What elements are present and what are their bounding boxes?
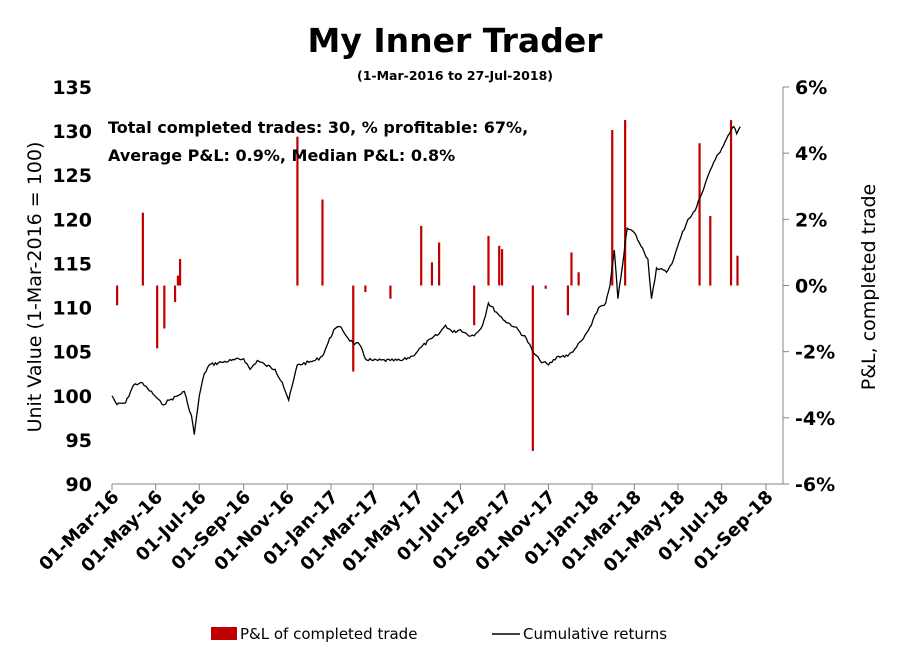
bar-2017-07-20 bbox=[473, 285, 476, 326]
y-left-axis-label: Unit Value (1-Mar-2016 = 100) bbox=[24, 142, 46, 433]
annotation-trades: Total completed trades: 30, % profitable… bbox=[108, 118, 528, 137]
bar-series bbox=[116, 120, 739, 451]
bar-2017-12-13 bbox=[577, 272, 580, 286]
bar-2018-02-16 bbox=[624, 120, 627, 286]
bar-2017-02-01 bbox=[352, 285, 355, 372]
bar-2017-02-18 bbox=[364, 285, 367, 293]
y-left-tick-135: 135 bbox=[52, 77, 92, 99]
y-right-tick--2%: -2% bbox=[795, 342, 835, 364]
bar-2017-06-01 bbox=[438, 242, 441, 286]
bar-2018-05-31 bbox=[698, 143, 701, 286]
y-left-tick-115: 115 bbox=[52, 253, 92, 275]
bar-2018-01-29 bbox=[611, 130, 614, 286]
chart-subtitle: (1-Mar-2016 to 27-Jul-2018) bbox=[357, 68, 553, 83]
bar-2016-05-03 bbox=[156, 285, 159, 349]
y-left-tick-130: 130 bbox=[52, 121, 92, 143]
legend: P&L of completed trade Cumulative return… bbox=[211, 625, 667, 643]
y-left-tick-105: 105 bbox=[52, 342, 92, 364]
legend-label-line: Cumulative returns bbox=[523, 625, 667, 643]
y-left-tick-100: 100 bbox=[52, 386, 92, 408]
bar-2016-04-13 bbox=[141, 212, 144, 286]
bar-2018-07-14 bbox=[729, 120, 733, 286]
y-left-tick-90: 90 bbox=[66, 474, 92, 496]
y-right-tick-4%: 4% bbox=[795, 143, 827, 165]
bar-2017-05-22 bbox=[430, 262, 434, 286]
legend-label-bars: P&L of completed trade bbox=[240, 625, 417, 643]
annotation-pnl: Average P&L: 0.9%, Median P&L: 0.8% bbox=[108, 146, 455, 165]
bar-2016-12-20 bbox=[321, 199, 324, 286]
y-left-tick-110: 110 bbox=[52, 298, 92, 320]
bar-2016-03-08 bbox=[116, 285, 119, 306]
y-left-tick-120: 120 bbox=[52, 209, 92, 231]
cumulative-returns-line bbox=[111, 125, 741, 435]
bar-2017-08-28 bbox=[500, 249, 504, 286]
y-left-tick-125: 125 bbox=[52, 165, 92, 187]
chart-title: My Inner Trader bbox=[308, 21, 604, 60]
bar-2017-10-10 bbox=[531, 285, 534, 451]
bar-2016-11-15 bbox=[296, 136, 299, 286]
bar-2017-11-28 bbox=[566, 285, 569, 316]
bar-2018-06-15 bbox=[709, 216, 712, 286]
bar-2016-05-28 bbox=[173, 285, 177, 303]
bar-2017-10-28 bbox=[544, 285, 547, 289]
y-right-axis-label: P&L, completed trade bbox=[858, 184, 880, 390]
y-left-tick-95: 95 bbox=[66, 430, 92, 452]
y-right-tick-2%: 2% bbox=[795, 209, 827, 231]
y-right-tick--4%: -4% bbox=[795, 408, 835, 430]
bar-2017-08-24 bbox=[498, 245, 501, 286]
y-right-tick-0%: 0% bbox=[795, 276, 827, 298]
bar-2016-05-13 bbox=[163, 285, 166, 329]
legend-swatch-bars bbox=[211, 627, 237, 640]
bar-2017-03-25 bbox=[389, 285, 392, 299]
bar-2016-06-01 bbox=[176, 275, 180, 286]
y-right-tick--6%: -6% bbox=[795, 474, 835, 496]
y-right-tick-6%: 6% bbox=[795, 77, 827, 99]
bar-2016-06-04 bbox=[178, 259, 182, 286]
bar-2018-07-23 bbox=[736, 255, 739, 286]
bar-2017-12-03 bbox=[570, 252, 573, 286]
bar-2017-05-07 bbox=[420, 225, 423, 286]
bar-2017-08-09 bbox=[487, 235, 490, 286]
